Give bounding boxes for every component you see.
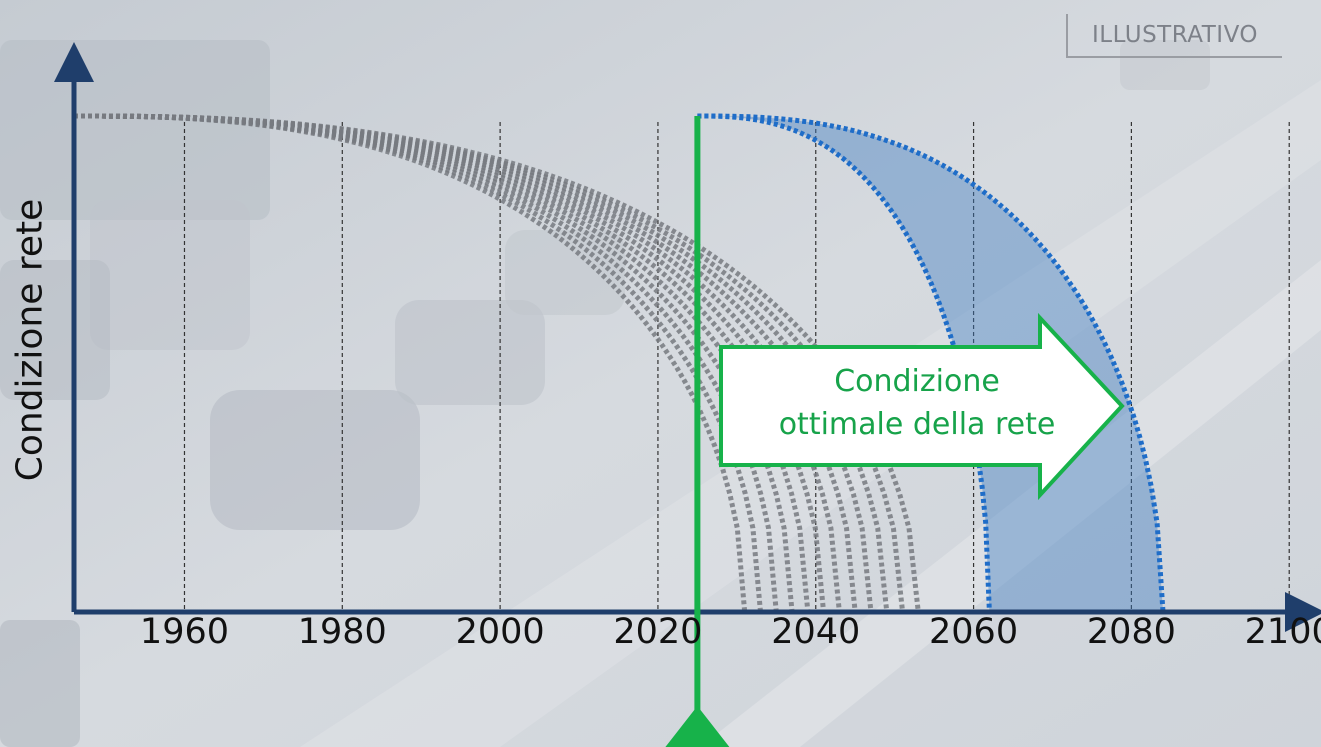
x-tick-2060: 2060: [929, 612, 1019, 652]
x-tick-1980: 1980: [297, 612, 387, 652]
grey-curve-1: [74, 113, 748, 613]
x-tick-2000: 2000: [455, 612, 545, 652]
blue-band-inner-curve: [697, 113, 992, 613]
x-tick-2040: 2040: [771, 612, 861, 652]
grey-curve-12: [74, 113, 921, 613]
blue-band-outer-curve: [697, 113, 1166, 613]
annotation-arrow: [719, 312, 1125, 501]
x-tick-2100: 2100: [1244, 612, 1321, 652]
y-axis-label: Condizione rete: [9, 198, 51, 482]
x-tick-2020: 2020: [613, 612, 703, 652]
current-year-marker: [665, 706, 730, 747]
illustrative-tag: ILLUSTRATIVO: [1066, 14, 1282, 58]
grey-curve-3: [74, 113, 779, 613]
grey-curve-6: [74, 113, 827, 613]
x-tick-2080: 2080: [1086, 612, 1176, 652]
annotation-label: Condizione ottimale della rete: [778, 364, 1056, 442]
grey-curve-4: [74, 113, 795, 613]
x-tick-1960: 1960: [139, 612, 230, 652]
